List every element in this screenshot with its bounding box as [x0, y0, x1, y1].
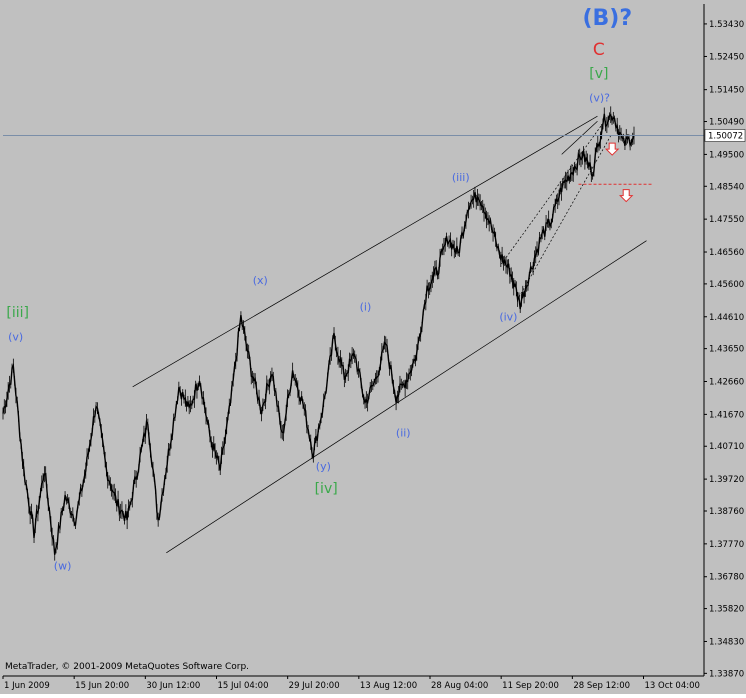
- wave-label: (iv): [499, 310, 517, 323]
- down-arrow-icon: [618, 189, 634, 203]
- y-tick-label: 1.36780: [709, 573, 744, 583]
- wave-label: [iv]: [315, 481, 338, 497]
- x-tick-label: 1 Jun 2009: [4, 681, 50, 691]
- x-tick-label: 13 Oct 04:00: [645, 681, 700, 691]
- channel-lines-layer: [132, 115, 653, 554]
- y-tick-label: 1.33870: [709, 669, 744, 679]
- x-tick-label: 15 Jun 20:00: [75, 681, 129, 691]
- wave-label: (v): [8, 330, 23, 343]
- y-tick-label: 1.37770: [709, 540, 744, 550]
- x-tick-label: 28 Aug 04:00: [431, 681, 488, 691]
- y-tick-label: 1.45600: [709, 280, 744, 290]
- wave-labels-layer: (B)? C [v] (v)? (iii) (iv) (x) (i) (ii) (y) [iv] (w…: [6, 6, 634, 572]
- channel-line: [501, 120, 605, 265]
- y-tick-label: 1.47550: [709, 215, 744, 225]
- wave-label: (ii): [396, 427, 411, 440]
- y-tick-label: 1.43650: [709, 345, 744, 355]
- x-tick-label: 28 Sep 12:00: [573, 681, 630, 691]
- y-tick-label: 1.40710: [709, 442, 744, 452]
- y-tick-label: 1.35820: [709, 605, 744, 615]
- y-tick-label: 1.41670: [709, 410, 744, 420]
- y-tick-label: 1.38760: [709, 507, 744, 517]
- x-tick-label: 11 Sep 20:00: [502, 681, 559, 691]
- wave-label: (v)?: [589, 91, 610, 104]
- y-tick-label: 1.39720: [709, 475, 744, 485]
- y-tick-label: 1.53430: [709, 20, 744, 30]
- wave-label: (x): [253, 274, 268, 287]
- y-tick-label: 1.42660: [709, 378, 744, 388]
- wave-label: (w): [54, 559, 72, 572]
- y-tick-label: 1.48540: [709, 182, 744, 192]
- wave-label: (B)?: [582, 6, 632, 31]
- wave-label: [v]: [589, 66, 608, 82]
- wave-label: [iii]: [6, 305, 29, 321]
- wave-label: (iii): [452, 171, 470, 184]
- y-tick-label: 1.46560: [709, 248, 744, 258]
- wave-label: C: [593, 40, 605, 60]
- y-tick-label: 1.52450: [709, 52, 744, 62]
- x-tick-label: 13 Aug 12:00: [360, 681, 417, 691]
- x-tick-label: 29 Jul 20:00: [289, 681, 340, 691]
- current-price-layer: 1.50072: [3, 129, 746, 142]
- channel-line: [518, 134, 612, 298]
- y-tick-label: 1.49500: [709, 150, 744, 160]
- x-tick-label: 15 Jul 04:00: [218, 681, 269, 691]
- footer-copyright: MetaTrader, © 2001-2009 MetaQuotes Softw…: [5, 662, 250, 672]
- current-price-box: [704, 129, 746, 142]
- down-arrow-icon: [604, 142, 620, 156]
- y-tick-label: 1.51450: [709, 86, 744, 96]
- wave-label: (i): [360, 300, 372, 313]
- x-tick-label: 30 Jun 12:00: [146, 681, 200, 691]
- wave-label: (y): [316, 460, 331, 473]
- y-tick-label: 1.44610: [709, 313, 744, 323]
- y-tick-label: 1.34830: [709, 637, 744, 647]
- channel-line: [166, 240, 647, 554]
- price-series-layer: [2, 106, 635, 561]
- channel-line: [561, 120, 598, 155]
- axes-layer: 1.53430 1.52450 1.51450 1.50490 1.49500 1.485…: [2, 4, 744, 691]
- y-tick-label: 1.50490: [709, 118, 744, 128]
- channel-line: [132, 115, 598, 388]
- current-price-label: 1.50072: [708, 131, 743, 141]
